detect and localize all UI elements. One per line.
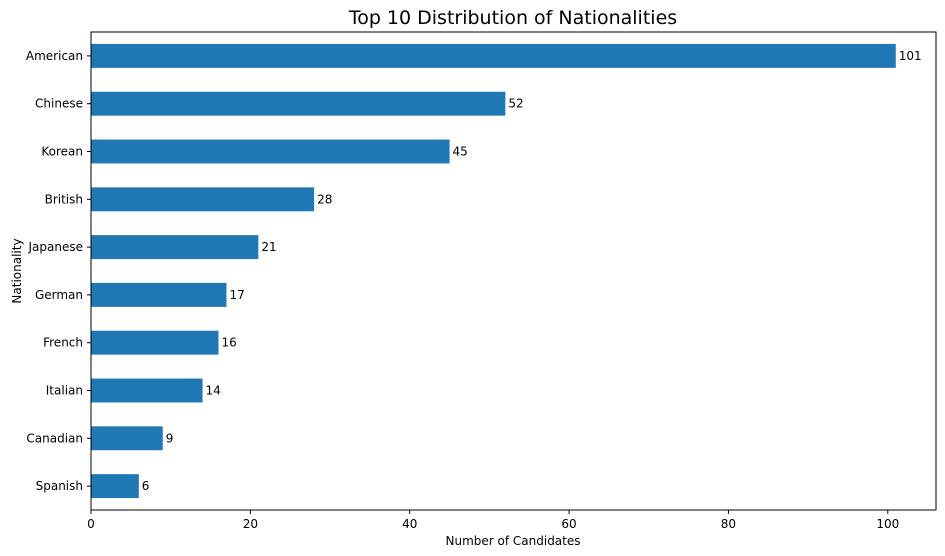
- value-label-spanish: 6: [142, 479, 150, 493]
- ticks-group: American Chinese Korean British Japanese Germ…: [26, 49, 899, 531]
- bars-group: 101 52 45 28 21 17 16 14 9 6: [91, 43, 922, 499]
- x-tick-label-0: 0: [87, 517, 95, 531]
- y-tick-label-french: French: [43, 336, 83, 350]
- value-label-japanese: 21: [261, 240, 276, 254]
- bar-chinese: [91, 91, 506, 116]
- value-label-british: 28: [317, 192, 332, 206]
- bar-italian: [91, 378, 203, 403]
- value-label-american: 101: [899, 49, 922, 63]
- value-label-chinese: 52: [508, 97, 523, 111]
- bar-japanese: [91, 235, 259, 260]
- value-label-canadian: 9: [166, 431, 174, 445]
- value-label-italian: 14: [206, 384, 221, 398]
- bar-german: [91, 282, 227, 307]
- bar-canadian: [91, 426, 163, 451]
- y-tick-label-italian: Italian: [46, 384, 83, 398]
- bar-french: [91, 330, 219, 355]
- value-label-korean: 45: [453, 145, 468, 159]
- bar-american: [91, 43, 896, 68]
- value-label-german: 17: [229, 288, 244, 302]
- x-tick-label-60: 60: [561, 517, 576, 531]
- x-tick-label-20: 20: [243, 517, 258, 531]
- value-label-french: 16: [221, 336, 236, 350]
- y-tick-label-japanese: Japanese: [28, 240, 84, 254]
- chart-title: Top 10 Distribution of Nationalities: [348, 7, 677, 29]
- x-axis-label: Number of Candidates: [446, 534, 581, 548]
- bar-spanish: [91, 474, 139, 499]
- y-tick-label-spanish: Spanish: [36, 479, 83, 493]
- x-tick-label-80: 80: [721, 517, 736, 531]
- bar-korean: [91, 139, 450, 164]
- y-tick-label-british: British: [45, 192, 83, 206]
- y-tick-label-german: German: [35, 288, 83, 302]
- y-tick-label-chinese: Chinese: [35, 97, 83, 111]
- y-tick-label-canadian: Canadian: [26, 431, 83, 445]
- y-tick-label-american: American: [26, 49, 83, 63]
- plot-frame: [90, 31, 937, 511]
- y-axis-label: Nationality: [10, 238, 24, 303]
- x-tick-label-100: 100: [876, 517, 899, 531]
- x-tick-label-40: 40: [402, 517, 417, 531]
- bar-british: [91, 187, 315, 212]
- y-tick-label-korean: Korean: [41, 145, 83, 159]
